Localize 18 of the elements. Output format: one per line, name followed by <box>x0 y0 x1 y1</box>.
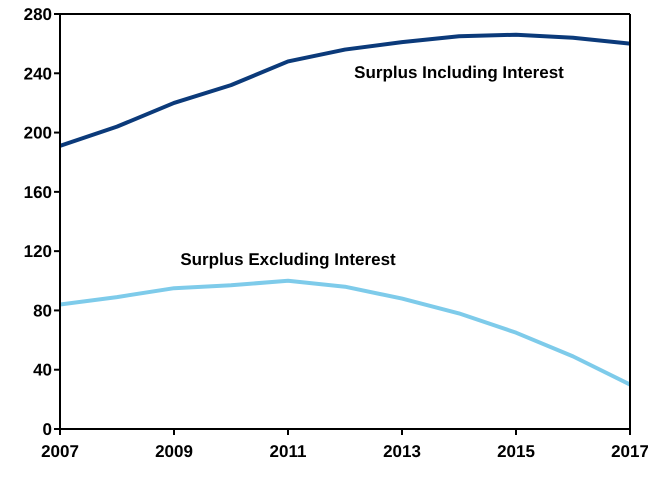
y-tick-label: 280 <box>24 5 52 24</box>
y-tick-label: 120 <box>24 242 52 262</box>
y-tick-label: 200 <box>24 124 52 143</box>
y-tick-label: 240 <box>24 64 52 84</box>
x-tick-label: 2017 <box>611 442 649 462</box>
series-label: Surplus Excluding Interest <box>180 250 396 269</box>
series-label: Surplus Including Interest <box>354 63 564 82</box>
y-tick-label: 0 <box>42 420 52 440</box>
x-tick-label: 2013 <box>383 442 421 462</box>
x-tick-label: 2011 <box>270 442 306 462</box>
line-series <box>60 32 630 148</box>
x-tick-label: 2015 <box>497 442 535 462</box>
y-tick-label: 40 <box>33 360 52 380</box>
y-tick-label: 80 <box>33 301 52 320</box>
line-series <box>60 278 630 387</box>
x-tick-label: 2009 <box>155 442 193 462</box>
y-tick-label: 160 <box>24 182 52 202</box>
x-tick-label: 2007 <box>41 442 79 462</box>
